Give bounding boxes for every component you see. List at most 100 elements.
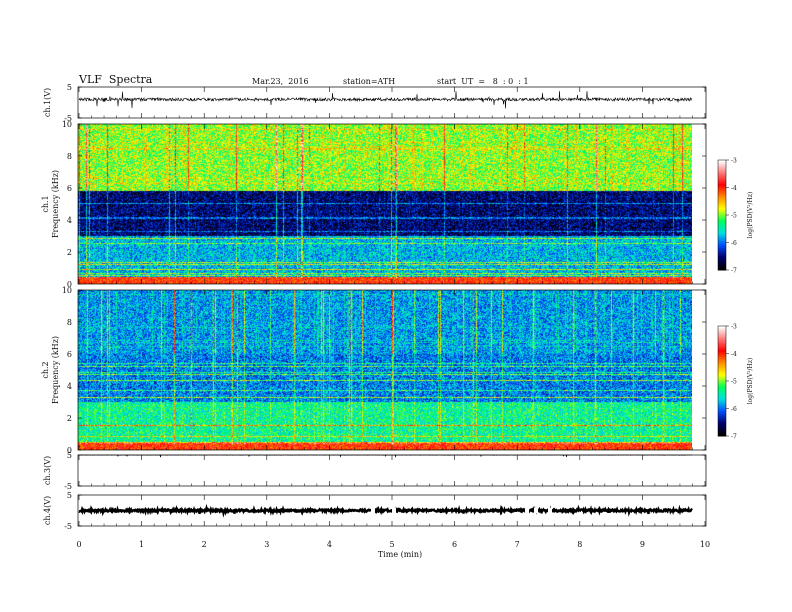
- ch2-spectrogram-colorbar-cell: [718, 344, 726, 347]
- ch2-spectrogram-ytick-label-1: 2: [67, 414, 72, 423]
- ch1-spectrogram-colorbar-cell: [718, 169, 726, 172]
- ch1-spectrogram-colorbar-cell: [718, 229, 726, 232]
- ch2-spectrogram-colorbar-cell: [718, 432, 726, 435]
- ch2-spectrogram-colorbar-cell: [718, 355, 726, 358]
- ch2-spectrogram-colorbar-tick-label-0: -3: [731, 324, 737, 331]
- ch2-spectrogram-colorbar-cell: [718, 331, 726, 334]
- ch4-waveform-trace: [78, 503, 693, 518]
- ch1-spectrogram-ylabel: Frequency (kHz): [51, 170, 60, 238]
- ch2-spectrogram-colorbar-cell: [718, 340, 726, 343]
- ch2-spectrogram-colorbar-cell: [718, 362, 726, 365]
- ch1-spectrogram-ytick-label-4: 8: [67, 152, 72, 161]
- ch4-gap-1: [392, 507, 396, 514]
- ch1-spectrogram-colorbar-cell: [718, 220, 726, 223]
- ch1-spectrogram-ytick-label-0: 0: [67, 280, 72, 289]
- ch2-spectrogram-colorbar-cell: [718, 357, 726, 360]
- ch1-spectrogram-colorbar-cell: [718, 161, 726, 165]
- ch1-waveform-ylabel: ch.1(V): [43, 88, 52, 117]
- xtick-label-3: 3: [264, 540, 269, 549]
- ch1-spectrogram-colorbar-cell: [718, 185, 726, 188]
- ch1-spectrogram-colorbar-cell: [718, 198, 726, 201]
- ch1-spectrogram-colorbar-cell: [718, 180, 726, 183]
- ch1-spectrogram-colorbar-cell: [718, 187, 726, 190]
- ch3-waveform-ytick-label-1: -5: [64, 482, 72, 491]
- ch1-spectrogram-colorbar-cell: [718, 213, 726, 216]
- ch1-spectrogram-colorbar-cell: [718, 224, 726, 227]
- ch2-spectrogram-colorbar-label: log(PSD(V²/Hz): [747, 358, 754, 405]
- xtick-label-4: 4: [327, 540, 332, 549]
- ch1-spectrogram-colorbar-cell: [718, 207, 726, 210]
- ch2-spectrogram-colorbar-cell: [718, 360, 726, 364]
- ch2-spectrogram-colorbar-cell: [718, 373, 726, 376]
- date-label: Mar.23, 2016: [252, 77, 309, 86]
- ch2-spectrogram-colorbar-cell: [718, 335, 726, 338]
- ch2-spectrogram-colorbar-cell: [718, 410, 726, 413]
- ch2-spectrogram-colorbar-cell: [718, 395, 726, 398]
- ch2-spectrogram-colorbar-cell: [718, 384, 726, 387]
- ch1-spectrogram-colorbar-cell: [718, 238, 726, 242]
- ch1-spectrogram-colorbar-cell: [718, 264, 726, 267]
- ch2-spectrogram-colorbar-cell: [718, 366, 726, 369]
- ch2-spectrogram-colorbar-cell: [718, 390, 726, 393]
- xtick-label-8: 8: [577, 540, 582, 549]
- ch2-spectrogram-colorbar-cell: [718, 428, 726, 431]
- ch1-spectrogram-colorbar-cell: [718, 193, 726, 196]
- ch2-spectrogram-colorbar-cell: [718, 388, 726, 391]
- xtick-label-1: 1: [139, 540, 144, 549]
- ch2-spectrogram-colorbar-tick-label-4: -7: [731, 434, 737, 441]
- ch1-spectrogram-colorbar-tick-label-2: -5: [731, 213, 737, 220]
- ch2-spectrogram-colorbar-cell: [718, 406, 726, 409]
- ch1-spectrogram-colorbar-label: log(PSD(V²/Hz): [747, 192, 754, 239]
- ch1-spectrogram-colorbar-cell: [718, 209, 726, 212]
- ch1-spectrogram-ytick-label-1: 2: [67, 248, 72, 257]
- ch1-spectrogram-colorbar-cell: [718, 189, 726, 192]
- ch2-spectrogram-colorbar-tick-label-3: -6: [731, 406, 737, 413]
- ch1-spectrogram-colorbar-cell: [718, 242, 726, 245]
- ch1-spectrogram-colorbar-cell: [718, 222, 726, 225]
- ch2-spectrogram-colorbar-cell: [718, 370, 726, 373]
- xtick-label-2: 2: [202, 540, 207, 549]
- ch1-spectrogram-colorbar-cell: [718, 255, 726, 258]
- ch1-spectrogram-colorbar-cell: [718, 183, 726, 187]
- ch2-spectrogram-colorbar-cell: [718, 377, 726, 380]
- ch1-spectrogram-colorbar-cell: [718, 216, 726, 220]
- ch4-gap-0: [371, 507, 375, 514]
- ch2-spectrogram-colorbar-cell: [718, 392, 726, 395]
- ch1-spectrogram-colorbar-tick-label-4: -7: [731, 268, 737, 275]
- ch2-spectrogram-colorbar-cell: [718, 412, 726, 415]
- ch2-spectrogram-colorbar-cell: [718, 337, 726, 340]
- ch1-spectrogram-colorbar-cell: [718, 248, 726, 251]
- ch1-spectrogram-colorbar-cell: [718, 227, 726, 231]
- ch2-spectrogram-colorbar-cell: [718, 353, 726, 356]
- ch2-spectrogram-colorbar-cell: [718, 408, 726, 411]
- ch2-spectrogram-ytick-label-0: 0: [67, 446, 72, 455]
- ch1-spectrogram-colorbar-cell: [718, 240, 726, 243]
- ch2-spectrogram-colorbar-cell: [718, 342, 726, 345]
- x-axis-label: Time (min): [378, 550, 422, 559]
- ch1-waveform-ytick-label-0: 5: [67, 83, 72, 92]
- ch2-spectrogram-colorbar-cell: [718, 423, 726, 426]
- ch1-spectrogram-colorbar-cell: [718, 171, 726, 174]
- ch2-spectrogram-channel-label: ch.2: [41, 361, 50, 378]
- ch2-spectrogram-colorbar-cell: [718, 425, 726, 428]
- ch2-spectrogram-colorbar-cell: [718, 393, 726, 397]
- ch1-spectrogram-ytick-label-2: 4: [67, 216, 72, 225]
- ch1-waveform-ytick-label-1: -5: [64, 114, 72, 123]
- ch1-spectrogram-colorbar-cell: [718, 215, 726, 218]
- ch4-gap-2: [525, 507, 529, 514]
- ch2-spectrogram-colorbar-cell: [718, 375, 726, 378]
- ch1-spectrogram-colorbar-cell: [718, 163, 726, 166]
- ch1-spectrogram-colorbar-cell: [718, 268, 726, 271]
- ch1-spectrogram-colorbar-cell: [718, 165, 726, 168]
- ch1-spectrogram-colorbar-cell: [718, 191, 726, 194]
- ch1-spectrogram-colorbar-cell: [718, 235, 726, 238]
- ch2-spectrogram-image: [78, 290, 692, 450]
- ch2-spectrogram-colorbar-cell: [718, 351, 726, 354]
- ch1-spectrogram-colorbar-cell: [718, 251, 726, 254]
- ch2-spectrogram-colorbar-cell: [718, 348, 726, 351]
- ch1-spectrogram-colorbar-cell: [718, 246, 726, 249]
- ch2-spectrogram-colorbar-cell: [718, 417, 726, 420]
- ch1-spectrogram-colorbar-cell: [718, 204, 726, 207]
- ch2-spectrogram-colorbar-cell: [718, 368, 726, 371]
- ch2-spectrogram-colorbar-cell: [718, 326, 726, 329]
